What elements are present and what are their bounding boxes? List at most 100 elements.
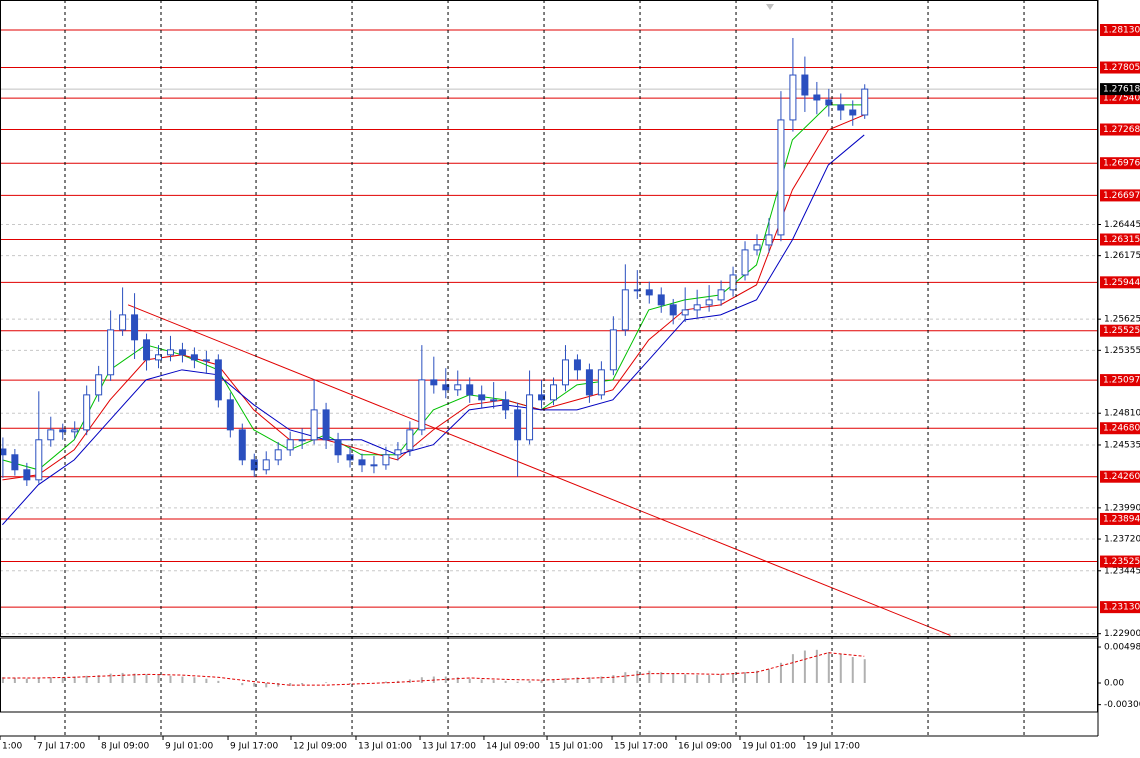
candle-body [0, 448, 7, 456]
main-panel [0, 29, 1098, 636]
candle-body [705, 299, 713, 306]
candle-body [262, 459, 270, 471]
level-label-box [1100, 512, 1140, 525]
y-tick-label: 1.24535 [1104, 440, 1140, 450]
candle-body [490, 399, 498, 402]
y-tick-label: 1.26445 [1104, 220, 1140, 230]
level-label-box [1100, 422, 1140, 435]
candle-body [274, 449, 282, 461]
y-tick-label: 1.25625 [1104, 315, 1140, 325]
level-label: 1.27805 [1103, 63, 1140, 73]
candle-body [178, 349, 186, 356]
candle-body [550, 384, 558, 401]
level-label: 1.23894 [1103, 514, 1140, 524]
candle-body [334, 439, 342, 456]
level-label: 1.24260 [1103, 472, 1140, 482]
level-label-box [1100, 92, 1140, 105]
candle-body [238, 429, 246, 461]
level-label-box [1100, 233, 1140, 246]
candle-body [119, 314, 127, 331]
candle-body [454, 384, 462, 391]
candle-body [789, 74, 797, 121]
x-tick-label: 19 Jul 17:00 [806, 742, 860, 752]
candle-body [681, 309, 689, 316]
moving-average [2, 134, 865, 526]
candle-body [502, 399, 510, 411]
candle-body [95, 374, 103, 396]
level-label-box [1100, 374, 1140, 387]
level-label: 1.25525 [1103, 326, 1140, 336]
level-label-box [1100, 470, 1140, 483]
candle-body [430, 379, 438, 386]
level-label-box [1100, 276, 1140, 289]
candle-body [514, 409, 522, 441]
candle-body [59, 429, 67, 433]
candle-body [861, 88, 869, 116]
level-label-box [1100, 555, 1140, 568]
candle-body [585, 369, 593, 396]
candle-body [382, 454, 390, 466]
candle-body [71, 429, 79, 433]
price-label-box [1100, 83, 1140, 96]
candle-body [777, 119, 785, 236]
candle-body [131, 314, 139, 341]
level-label-box [1100, 157, 1140, 170]
level-label-box [1100, 189, 1140, 202]
candle-body [538, 394, 546, 401]
price-label: 1.27618 [1103, 85, 1140, 95]
candle-body [406, 429, 414, 451]
candle-body [442, 384, 450, 391]
candle-body [83, 394, 91, 431]
candle-body [466, 384, 474, 396]
level-label: 1.26697 [1103, 191, 1140, 201]
candle-body [214, 359, 222, 401]
y-tick-label: 1.26175 [1104, 251, 1140, 261]
candle-body [166, 349, 174, 356]
level-label-box [1100, 61, 1140, 74]
y-tick-label: 1.22900 [1104, 629, 1140, 639]
candle-body [47, 429, 55, 441]
x-tick-label: 8 Jul 09:00 [101, 742, 150, 752]
level-label: 1.23130 [1103, 603, 1140, 613]
level-label: 1.26976 [1103, 159, 1140, 169]
y-tick-label: 1.23720 [1104, 535, 1140, 545]
osc-tick-label: -0.00300 [1104, 700, 1140, 710]
candle-body [394, 449, 402, 456]
candle-body [609, 329, 617, 371]
osc-tick-label: 0.004987 [1104, 643, 1140, 653]
candle-body [35, 439, 43, 481]
candle-body [155, 354, 163, 361]
level-label: 1.28130 [1103, 26, 1140, 36]
candle-body [561, 359, 569, 386]
y-tick-label: 1.23990 [1104, 503, 1140, 513]
candle-body [526, 394, 534, 441]
y-tick-label: 1.23445 [1104, 566, 1140, 576]
candle-body [693, 304, 701, 311]
x-tick-label: 15 Jul 01:00 [549, 742, 603, 752]
level-label: 1.26315 [1103, 235, 1140, 245]
candle-body [322, 409, 330, 441]
candle-body [190, 354, 198, 361]
level-label-box [1100, 123, 1140, 136]
oscillator-panel [1, 649, 866, 688]
candle-body [11, 454, 19, 471]
x-tick-label: 13 Jul 01:00 [358, 742, 412, 752]
y-tick-label: 1.24810 [1104, 409, 1140, 419]
osc-tick-label: 0.00 [1104, 679, 1124, 689]
candle-body [849, 109, 857, 116]
candle-body [107, 329, 115, 376]
candle-body [346, 454, 354, 461]
candle-body [753, 244, 761, 251]
x-tick-label: 7 Jul 17:00 [37, 742, 86, 752]
trend-line [127, 304, 951, 636]
level-label: 1.25097 [1103, 376, 1140, 386]
x-tick-label: 15 Jul 17:00 [614, 742, 668, 752]
x-tick-label: 9 Jul 17:00 [230, 742, 279, 752]
x-tick-label: 12 Jul 09:00 [293, 742, 347, 752]
candle-body [298, 439, 306, 442]
candle-body [358, 459, 366, 466]
candle-body [202, 359, 210, 362]
candle-body [801, 74, 809, 96]
